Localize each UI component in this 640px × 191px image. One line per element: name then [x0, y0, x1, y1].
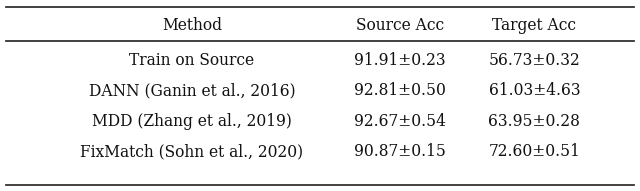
- Text: 63.95±0.28: 63.95±0.28: [488, 113, 580, 130]
- Text: 56.73±0.32: 56.73±0.32: [488, 52, 580, 69]
- Text: DANN (Ganin et al., 2016): DANN (Ganin et al., 2016): [89, 82, 295, 99]
- Text: Train on Source: Train on Source: [129, 52, 255, 69]
- Text: Target Acc: Target Acc: [492, 17, 577, 34]
- Text: 61.03±4.63: 61.03±4.63: [488, 82, 580, 99]
- Text: MDD (Zhang et al., 2019): MDD (Zhang et al., 2019): [92, 113, 292, 130]
- Text: 90.87±0.15: 90.87±0.15: [354, 143, 446, 160]
- Text: 72.60±0.51: 72.60±0.51: [488, 143, 580, 160]
- Text: 91.91±0.23: 91.91±0.23: [354, 52, 446, 69]
- Text: FixMatch (Sohn et al., 2020): FixMatch (Sohn et al., 2020): [81, 143, 303, 160]
- Text: Source Acc: Source Acc: [356, 17, 444, 34]
- Text: 92.67±0.54: 92.67±0.54: [354, 113, 446, 130]
- Text: Method: Method: [162, 17, 222, 34]
- Text: 92.81±0.50: 92.81±0.50: [354, 82, 446, 99]
